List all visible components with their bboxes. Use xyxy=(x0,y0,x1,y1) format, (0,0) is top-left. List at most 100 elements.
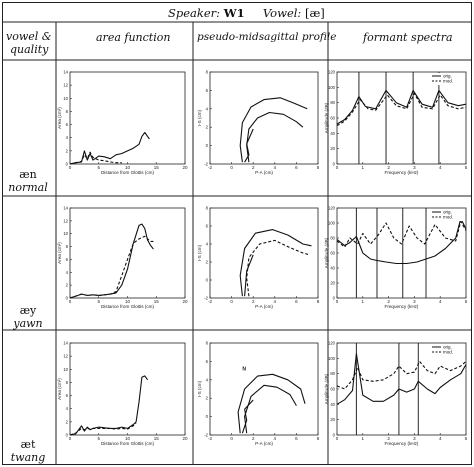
area-axes-frame xyxy=(69,342,186,436)
profile-y-tick-label: -2 xyxy=(204,162,208,167)
spectrum-x-tick-label: 2 xyxy=(387,299,390,304)
row-symbol: æy xyxy=(19,304,37,317)
area-y-tick-label: 0 xyxy=(66,162,69,167)
spectrum-y-tick-label: 0 xyxy=(333,296,336,301)
spectrum-x-tick-label: 0 xyxy=(336,165,339,170)
column-header-quality: quality xyxy=(10,43,49,56)
legend-label-mod: mod. xyxy=(443,215,453,220)
area-y-tick-label: 14 xyxy=(63,70,68,75)
area-x-tick-label: 5 xyxy=(97,165,100,170)
profile-y-tick-label: 6 xyxy=(206,88,209,93)
area-axes-frame xyxy=(69,207,186,299)
spectrum-curve-orig xyxy=(336,353,467,405)
area-curve-mod xyxy=(69,151,122,165)
area-x-tick-label: 5 xyxy=(97,299,100,304)
area-y-tick-label: 6 xyxy=(66,122,69,127)
spectrum-curve-orig xyxy=(336,89,467,125)
area-x-tick-label: 10 xyxy=(125,165,131,170)
area-y-tick-label: 12 xyxy=(63,83,68,88)
area-y-tick-label: 10 xyxy=(63,367,68,372)
spectrum-x-tick-label: 5 xyxy=(465,165,468,170)
spectrum-x-tick-label: 0 xyxy=(336,299,339,304)
legend-label-mod: mod. xyxy=(443,350,453,355)
spectrum-y-tick-label: 60 xyxy=(330,116,335,121)
area-x-tick-label: 20 xyxy=(182,165,188,170)
profile-x-tick-label: 6 xyxy=(295,436,298,441)
spectrum-y-tick-label: 80 xyxy=(330,236,335,241)
area-x-tick-label: 20 xyxy=(182,299,188,304)
profile-outline xyxy=(246,239,310,297)
profile-y-tick-label: -2 xyxy=(204,296,208,301)
legend-label-orig: orig. xyxy=(443,210,452,215)
figure-title: Speaker: W1 Vowel: [æ] xyxy=(168,6,325,20)
area-y-tick-label: 2 xyxy=(66,283,69,288)
area-curve-orig xyxy=(69,375,149,436)
area-y-tick-label: 6 xyxy=(66,393,69,398)
area-x-tick-label: 0 xyxy=(69,436,72,441)
column-header-spectra: formant spectra xyxy=(363,31,453,44)
area-x-tick-label: 15 xyxy=(154,436,160,441)
area-x-tick-label: 15 xyxy=(154,299,160,304)
spectrum-x-tick-label: 0 xyxy=(336,436,339,441)
area-x-tick-label: 5 xyxy=(97,436,100,441)
area-x-tick-label: 10 xyxy=(125,299,131,304)
area-y-axis-label: Area (cm²) xyxy=(57,378,62,400)
profile-x-tick-label: 0 xyxy=(230,299,233,304)
profile-outline xyxy=(244,384,297,434)
profile-y-axis-label: I-S (cm) xyxy=(197,244,202,261)
area-curve-mod xyxy=(69,235,154,299)
spectrum-x-tick-label: 1 xyxy=(362,436,365,441)
spectrum-y-tick-label: 20 xyxy=(330,417,335,422)
spectrum-x-tick-label: 3 xyxy=(413,436,416,441)
spectrum-x-axis-label: Frequency (kHz) xyxy=(385,170,419,175)
spectrum-y-axis-label: Amplitude (dB) xyxy=(324,237,329,268)
profile-x-tick-label: 6 xyxy=(295,299,298,304)
column-header-profile: pseudo-midsagittal profile xyxy=(197,31,337,43)
area-y-tick-label: 4 xyxy=(66,135,69,140)
spectrum-y-tick-label: 60 xyxy=(330,387,335,392)
area-y-tick-label: 10 xyxy=(63,96,68,101)
midsagittal-profile-plot-yawn: -2 0 2 4 6 8 -2 0 2 4 6 8 P-A (cm) I-S (cm) xyxy=(197,206,320,310)
area-x-tick-label: 0 xyxy=(69,165,72,170)
profile-y-tick-label: 2 xyxy=(206,125,209,130)
spectrum-x-axis-label: Frequency (kHz) xyxy=(385,304,419,309)
speaker-value: W1 xyxy=(223,6,245,20)
profile-x-tick-label: 4 xyxy=(274,436,277,441)
area-y-tick-label: 8 xyxy=(66,244,69,249)
spectrum-x-tick-label: 2 xyxy=(387,436,390,441)
profile-y-tick-label: 8 xyxy=(206,206,209,211)
profile-y-tick-label: 6 xyxy=(206,359,209,364)
spectrum-x-tick-label: 1 xyxy=(362,165,365,170)
spectrum-y-tick-label: 120 xyxy=(328,341,336,346)
spectrum-x-tick-label: 4 xyxy=(439,165,442,170)
area-y-tick-label: 12 xyxy=(63,218,68,223)
area-y-tick-label: 4 xyxy=(66,406,69,411)
profile-y-axis-label: I-S (cm) xyxy=(197,109,202,126)
spectrum-y-tick-label: 100 xyxy=(328,356,336,361)
profile-x-tick-label: -2 xyxy=(208,436,212,441)
spectrum-x-tick-label: 4 xyxy=(439,299,442,304)
profile-x-axis-label: P-A (cm) xyxy=(255,170,273,175)
row-quality: normal xyxy=(8,181,48,194)
legend-label-orig: orig. xyxy=(443,74,452,79)
profile-outline xyxy=(244,128,254,163)
row-quality: twang xyxy=(10,451,46,464)
legend-label-mod: mod. xyxy=(443,79,453,84)
profile-x-axis-label: P-A (cm) xyxy=(255,304,273,309)
profile-y-axis-label: I-S (cm) xyxy=(197,380,202,397)
spectrum-y-tick-label: 0 xyxy=(333,433,336,438)
profile-x-tick-label: 2 xyxy=(252,165,255,170)
profile-y-tick-label: 4 xyxy=(206,242,209,247)
area-y-tick-label: 0 xyxy=(66,433,69,438)
spectrum-x-tick-label: 2 xyxy=(387,165,390,170)
spectrum-y-axis-label: Amplitude (dB) xyxy=(324,102,329,133)
area-y-tick-label: 14 xyxy=(63,206,68,211)
row-label-yawn: æy yawn xyxy=(4,304,52,330)
